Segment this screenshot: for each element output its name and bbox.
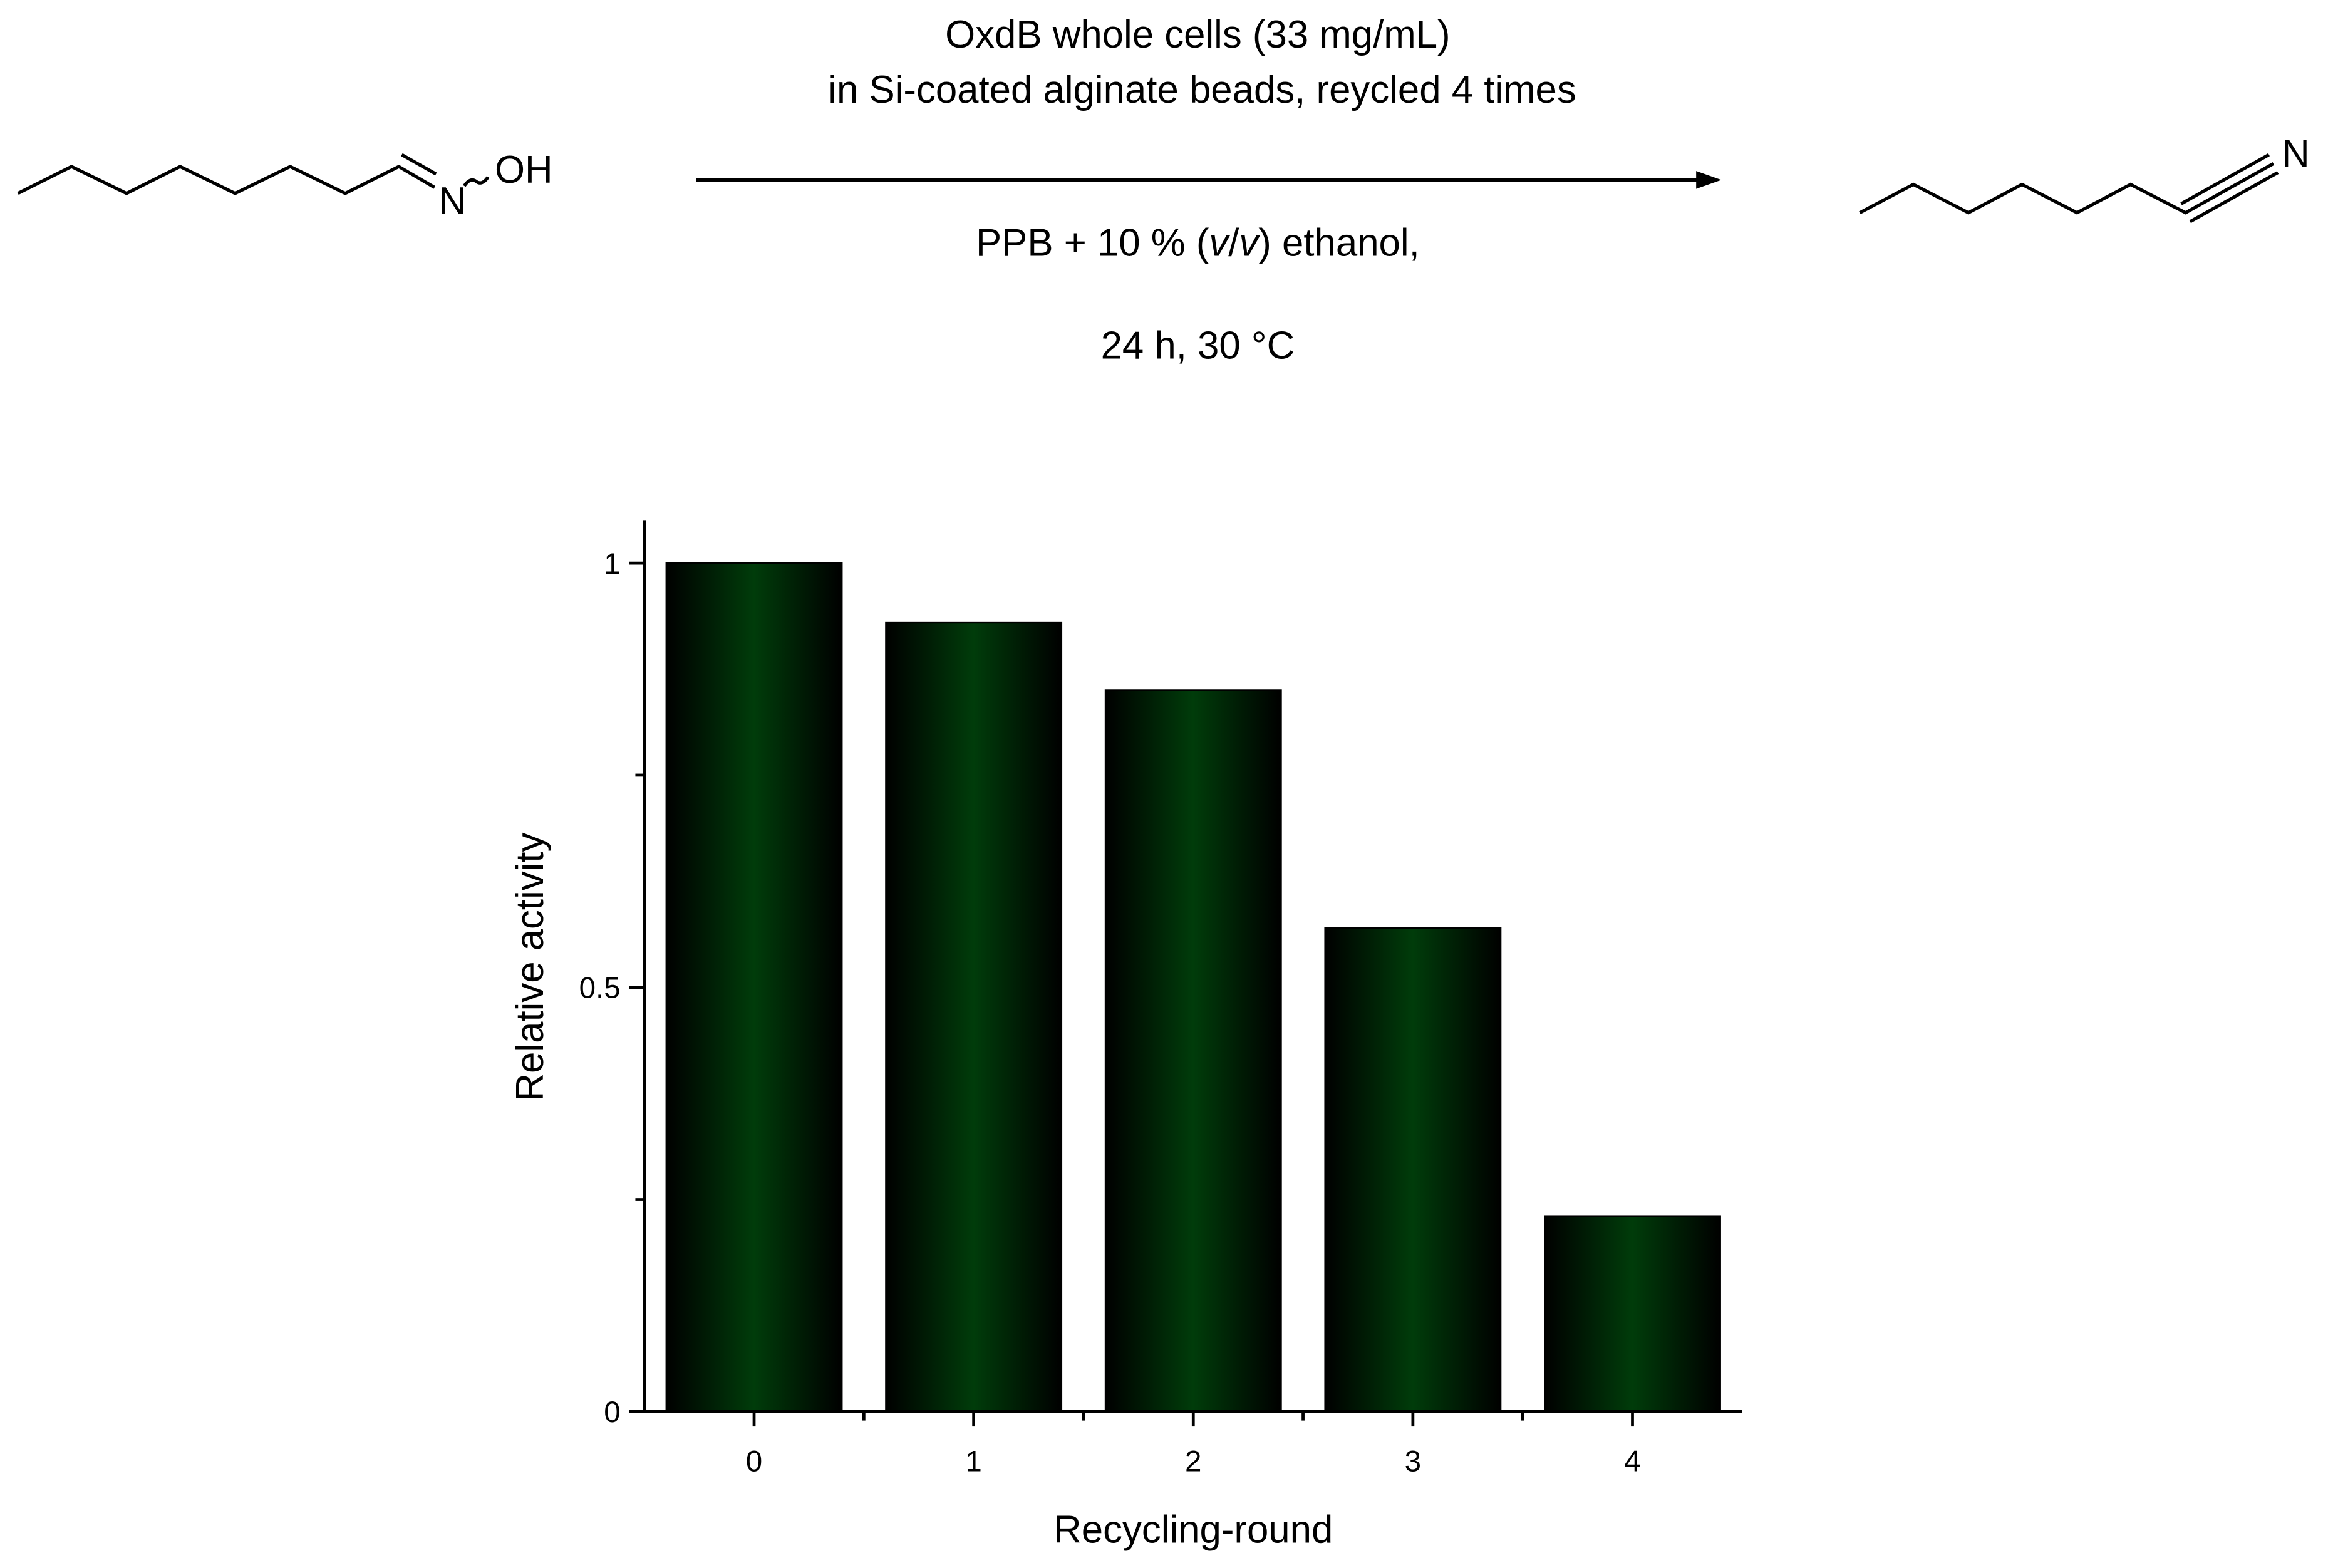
triple-bond (2180, 153, 2270, 205)
arrow-head (1696, 171, 1722, 189)
bar (885, 621, 1063, 1413)
chart: 0 0.5 1 0 1 2 3 4 Recycling-round Relative activi… (509, 520, 1742, 1551)
condition-text: OxdB whole cells (33 mg/mL) (945, 13, 1450, 56)
atom-label: N (2282, 132, 2310, 175)
y-tick-label: 0.5 (579, 971, 621, 1004)
text-part: v (1239, 222, 1260, 265)
x-tick-label: 1 (965, 1445, 981, 1478)
condition-text: in Si-coated alginate beads, reycled 4 t… (828, 68, 1576, 111)
x-axis-label: Recycling-round (1053, 1508, 1333, 1551)
condition-text: PPB + 10 % (v/v) ethanol, (976, 222, 1420, 265)
triple-bond (2189, 171, 2279, 224)
bar (665, 562, 843, 1413)
y-tick-label: 0 (604, 1396, 620, 1429)
bar (1544, 1215, 1721, 1413)
x-tick-label: 3 (1405, 1445, 1421, 1478)
bar (1324, 927, 1502, 1413)
reaction-scheme (17, 153, 2279, 224)
text-part: ) ethanol, (1258, 222, 1419, 265)
atom-label: OH (495, 148, 553, 192)
x-tick-label: 2 (1185, 1445, 1201, 1478)
text-part: v (1209, 222, 1230, 265)
double-bond (401, 153, 437, 176)
x-tick-label: 4 (1624, 1445, 1640, 1478)
y-axis-label: Relative activity (509, 832, 552, 1101)
wavy-bond (463, 176, 490, 187)
reactant-chain (17, 165, 436, 195)
atom-label: N (438, 180, 467, 223)
bar (1104, 689, 1282, 1413)
y-tick-label: 1 (604, 547, 620, 580)
x-tick-label: 0 (746, 1445, 762, 1478)
text-part: PPB + 10 % ( (976, 222, 1209, 265)
product-chain (1859, 162, 2275, 215)
text-part: / (1228, 222, 1239, 265)
condition-text: 24 h, 30 °C (1101, 324, 1295, 367)
